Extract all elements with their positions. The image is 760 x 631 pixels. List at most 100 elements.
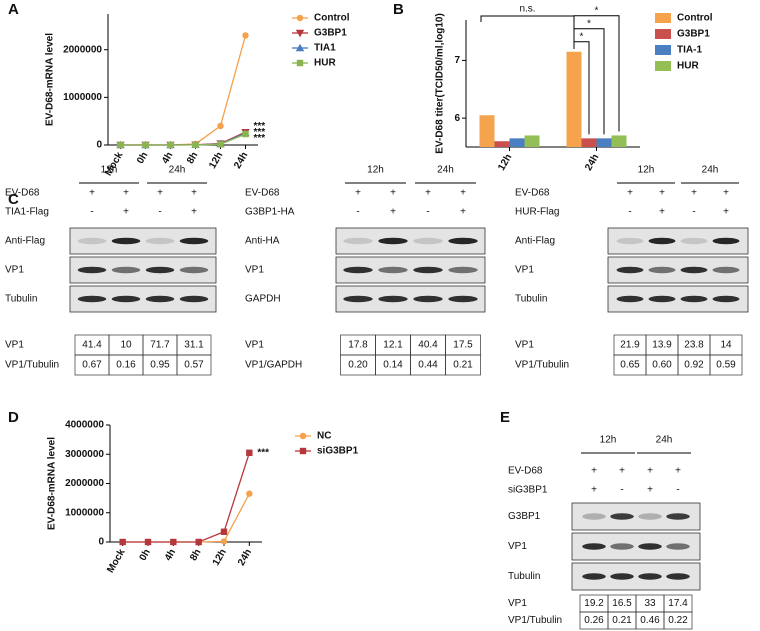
legend-marker — [296, 59, 304, 67]
blot-band — [638, 513, 662, 520]
blot-band — [448, 237, 478, 245]
blot-band — [712, 266, 740, 274]
time-label: 12h — [638, 165, 655, 176]
blot-band — [616, 237, 644, 245]
panel-label: C — [8, 191, 19, 208]
blot-band — [680, 266, 708, 274]
blot-band — [712, 237, 740, 245]
point — [167, 141, 174, 149]
quant-value: 0.92 — [684, 360, 704, 371]
significance: * — [595, 5, 599, 16]
blot-band — [179, 295, 209, 303]
time-label: 24h — [656, 435, 673, 446]
legend-marker — [299, 447, 307, 455]
point — [220, 538, 228, 545]
condition-sign: - — [426, 207, 429, 218]
x-tick-label: 12h — [496, 152, 514, 172]
point — [192, 141, 199, 149]
blot-band — [343, 266, 373, 274]
table-cell — [709, 354, 743, 376]
condition-sign: + — [390, 207, 396, 218]
blot-band — [582, 543, 606, 550]
legend-label: HUR — [677, 61, 699, 72]
y-tick-label: 2000000 — [65, 478, 104, 489]
blot-band — [413, 295, 443, 303]
quant-label: VP1 — [245, 340, 264, 351]
quant-value: 0.26 — [584, 615, 604, 626]
point — [119, 538, 126, 546]
blot-band — [145, 266, 175, 274]
blot-band — [179, 237, 209, 245]
point — [246, 490, 253, 497]
point — [220, 528, 228, 535]
bar — [566, 51, 582, 147]
x-tick-label: 24h — [236, 547, 254, 567]
blot-band — [413, 237, 443, 245]
condition-sign: + — [675, 466, 681, 477]
bar — [494, 141, 510, 147]
legend-label: TIA-1 — [677, 45, 702, 56]
condition-label: G3BP1-HA — [245, 207, 295, 218]
condition-sign: + — [723, 188, 729, 199]
x-tick-label: 12h — [211, 547, 229, 567]
y-axis-label: EV-D68-mRNA level — [45, 33, 56, 126]
condition-sign: - — [90, 207, 93, 218]
band-label: Tubulin — [515, 294, 547, 305]
blot-band — [582, 513, 606, 520]
condition-sign: + — [123, 188, 129, 199]
condition-sign: + — [659, 207, 665, 218]
significance: *** — [254, 127, 266, 138]
blot-band — [648, 237, 676, 245]
point — [144, 538, 152, 546]
band-label: G3BP1 — [508, 511, 541, 522]
y-tick-label: 0 — [98, 537, 104, 548]
quant-value: 0.65 — [620, 360, 640, 371]
quant-value: 33 — [644, 598, 656, 609]
quant-label: VP1/GAPDH — [245, 360, 302, 371]
condition-sign: + — [460, 188, 466, 199]
condition-label: siG3BP1 — [508, 485, 548, 496]
series-line — [120, 131, 246, 146]
blot-band — [680, 295, 708, 303]
time-label: 12h — [600, 435, 617, 446]
point — [142, 141, 149, 149]
legend-swatch — [655, 45, 671, 55]
blot-band — [111, 237, 141, 245]
quant-value: 12.1 — [383, 340, 403, 351]
y-axis-label: EV-D68 titer(TCID50/ml,log10) — [435, 13, 446, 154]
condition-sign: - — [158, 207, 161, 218]
band-label: Tubulin — [5, 294, 37, 305]
legend-label: HUR — [314, 58, 336, 69]
table-cell — [663, 611, 693, 630]
significance: *** — [257, 447, 269, 458]
blot-band — [666, 543, 690, 550]
blot-band — [111, 295, 141, 303]
condition-sign: + — [591, 466, 597, 477]
blot-band — [111, 266, 141, 274]
quant-value: 0.21 — [453, 360, 473, 371]
legend-label: TIA1 — [314, 43, 336, 54]
quant-value: 13.9 — [652, 340, 672, 351]
band-label: VP1 — [508, 541, 527, 552]
y-axis-label: EV-D68-mRNA level — [47, 437, 58, 530]
band-label: Anti-Flag — [5, 236, 45, 247]
quant-value: 17.8 — [348, 340, 368, 351]
blot-band — [448, 266, 478, 274]
bar — [509, 138, 525, 147]
point — [195, 538, 202, 546]
x-tick-label: 8h — [185, 150, 200, 166]
bar — [524, 135, 540, 147]
condition-sign: + — [647, 466, 653, 477]
band-label: GAPDH — [245, 294, 281, 305]
significance: * — [587, 18, 591, 29]
quant-value: 0.95 — [150, 360, 170, 371]
time-label: 12h — [367, 165, 384, 176]
series-line — [122, 452, 250, 543]
blot-band — [77, 266, 107, 274]
x-tick-label: 0h — [135, 150, 150, 166]
blot-band — [648, 266, 676, 274]
series-line — [120, 132, 246, 146]
blot-band — [680, 237, 708, 245]
condition-sign: - — [692, 207, 695, 218]
